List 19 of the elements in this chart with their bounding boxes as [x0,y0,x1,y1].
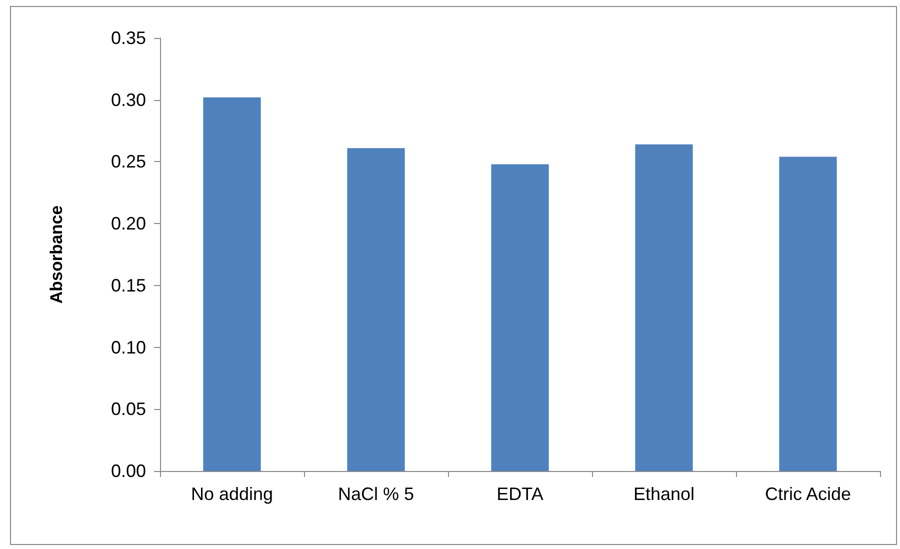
bar [779,156,837,471]
x-tick-label: Ethanol [633,484,695,504]
x-tick-label: Ctric Acide [764,484,852,504]
y-tick-label: 0.15 [110,275,146,296]
y-tick-label: 0.35 [110,28,146,48]
y-tick-label: 0.30 [110,90,146,110]
x-tick-label: No adding [190,484,274,504]
y-tick-label: 0.10 [110,337,146,358]
y-tick-label: 0.00 [110,461,146,481]
y-tick-label: 0.25 [110,152,146,172]
y-tick-label: 0.05 [110,399,146,420]
bar [347,148,405,471]
bar [491,164,549,471]
bar [203,97,261,471]
y-axis-title: Absorbance [47,205,66,304]
bar [635,144,693,471]
y-tick-label: 0.20 [110,214,146,234]
x-tick-label: NaCl % 5 [338,484,414,504]
x-tick-label: EDTA [496,484,544,504]
